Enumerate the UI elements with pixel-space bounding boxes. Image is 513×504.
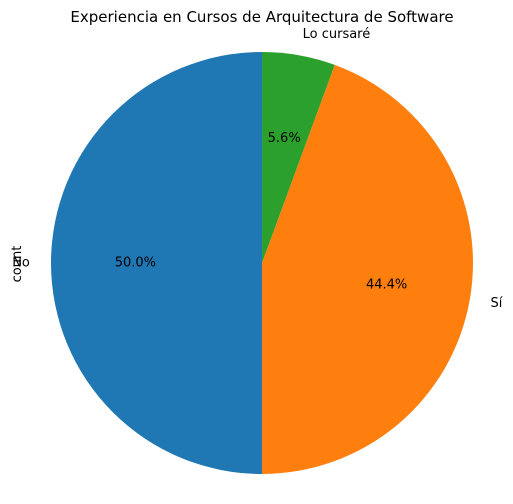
percent-label-lo-cursare: 5.6% [268,131,301,146]
slice-label-no: No [12,256,30,271]
percent-label-no: 50.0% [115,256,156,271]
percent-label-si: 44.4% [366,278,407,293]
pie-slice-no [51,52,262,474]
chart-title: Experiencia en Cursos de Arquitectura de… [70,8,453,26]
slice-label-si: Sí [491,296,503,311]
slice-label-lo-cursare: Lo cursaré [303,27,371,42]
